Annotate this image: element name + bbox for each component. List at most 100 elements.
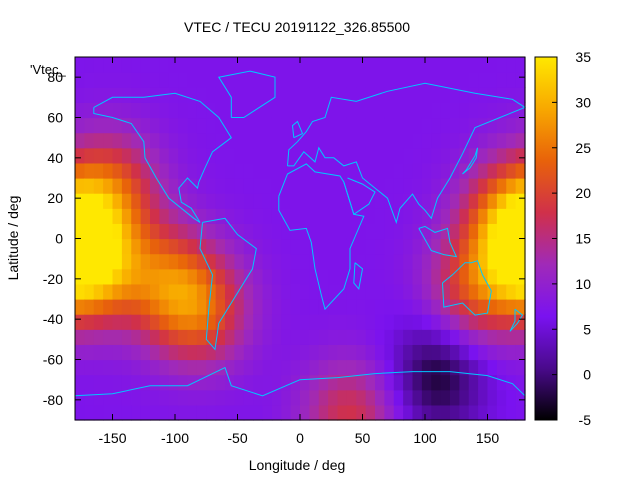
heatmap-cell [84,329,95,345]
heatmap-cell [478,72,489,88]
heatmap-cell [487,283,498,300]
heatmap-cell [403,329,414,345]
heatmap-cell [121,132,132,149]
heatmap-cell [131,268,142,285]
heatmap-cell [365,314,376,330]
heatmap-cell [459,253,470,270]
heatmap-cell [225,117,235,134]
heatmap-cell [290,253,301,270]
heatmap-cell [187,329,198,345]
heatmap-cell [309,404,320,421]
heatmap-cell [206,132,217,149]
heatmap-cell [300,238,310,255]
heatmap-cell [393,404,404,421]
heatmap-cell [168,283,179,300]
heatmap-cell [253,253,264,270]
heatmap-cell [103,178,114,194]
heatmap-cell [450,404,460,421]
heatmap-cell [393,162,404,179]
heatmap-cell [468,299,479,315]
heatmap-cell [93,238,104,255]
heatmap-cell [412,178,423,194]
heatmap-cell [421,223,432,240]
heatmap-cell [253,102,264,119]
heatmap-cell [140,299,151,315]
heatmap-cell [403,283,414,300]
heatmap-cell [103,208,114,224]
heatmap-cell [131,314,142,330]
heatmap-cell [196,344,207,361]
heatmap-cell [103,57,114,73]
heatmap-cell [393,283,404,300]
heatmap-cell [178,132,189,149]
heatmap-cell [150,162,160,179]
heatmap-cell [112,102,123,119]
heatmap-cell [206,72,217,88]
heatmap-cell [393,359,404,376]
heatmap-cell [478,132,489,149]
heatmap-cell [431,162,442,179]
x-tick-label: 0 [296,430,304,446]
heatmap-cell [187,359,198,376]
heatmap-cell [328,389,339,406]
heatmap-cell [459,238,470,255]
heatmap-cell [131,87,142,103]
heatmap-cell [375,359,385,376]
heatmap-cell [187,223,198,240]
heatmap-cell [178,72,189,88]
heatmap-cell [187,268,198,285]
heatmap-cell [121,57,132,73]
heatmap-cell [290,162,301,179]
heatmap-cell [450,329,460,345]
heatmap-cell [393,314,404,330]
heatmap-cell [431,178,442,194]
heatmap-cell [253,193,264,209]
heatmap-cell [478,193,489,209]
heatmap-cell [365,162,376,179]
heatmap-cell [318,72,329,88]
heatmap-cell [84,132,95,149]
heatmap-cell [262,314,273,330]
heatmap-cell [271,268,282,285]
heatmap-cell [140,147,151,164]
heatmap-cell [271,238,282,255]
coastline-path [462,147,478,175]
heatmap-cell [412,283,423,300]
x-tick-label: 150 [476,430,500,446]
heatmap-cell [215,132,226,149]
heatmap-cell [75,344,85,361]
heatmap-cell [440,132,451,149]
heatmap-cell [365,359,376,376]
heatmap-cell [328,208,339,224]
heatmap-cell [515,162,526,179]
heatmap-cell [506,329,517,345]
heatmap-cell [515,223,526,240]
heatmap-cell [121,223,132,240]
heatmap-cell [243,208,254,224]
heatmap-cell [468,374,479,391]
heatmap-cell [328,147,339,164]
heatmap-cell [112,178,123,194]
heatmap-cell [346,117,357,134]
heatmap-cell [309,359,320,376]
heatmap-cell [196,162,207,179]
heatmap-cell [253,208,264,224]
heatmap-cell [243,72,254,88]
heatmap-cell [262,87,273,103]
heatmap-cell [328,329,339,345]
heatmap-cell [215,314,226,330]
heatmap-cell [487,329,498,345]
heatmap-cell [309,238,320,255]
heatmap-cell [93,404,104,421]
heatmap-cell [468,359,479,376]
heatmap-cell [450,72,460,88]
heatmap-cell [271,117,282,134]
heatmap-cell [468,147,479,164]
heatmap-cell [93,283,104,300]
heatmap-cell [487,87,498,103]
heatmap-cell [375,162,385,179]
heatmap-cell [253,87,264,103]
heatmap-cell [431,208,442,224]
heatmap-cell [187,253,198,270]
heatmap-cell [468,389,479,406]
